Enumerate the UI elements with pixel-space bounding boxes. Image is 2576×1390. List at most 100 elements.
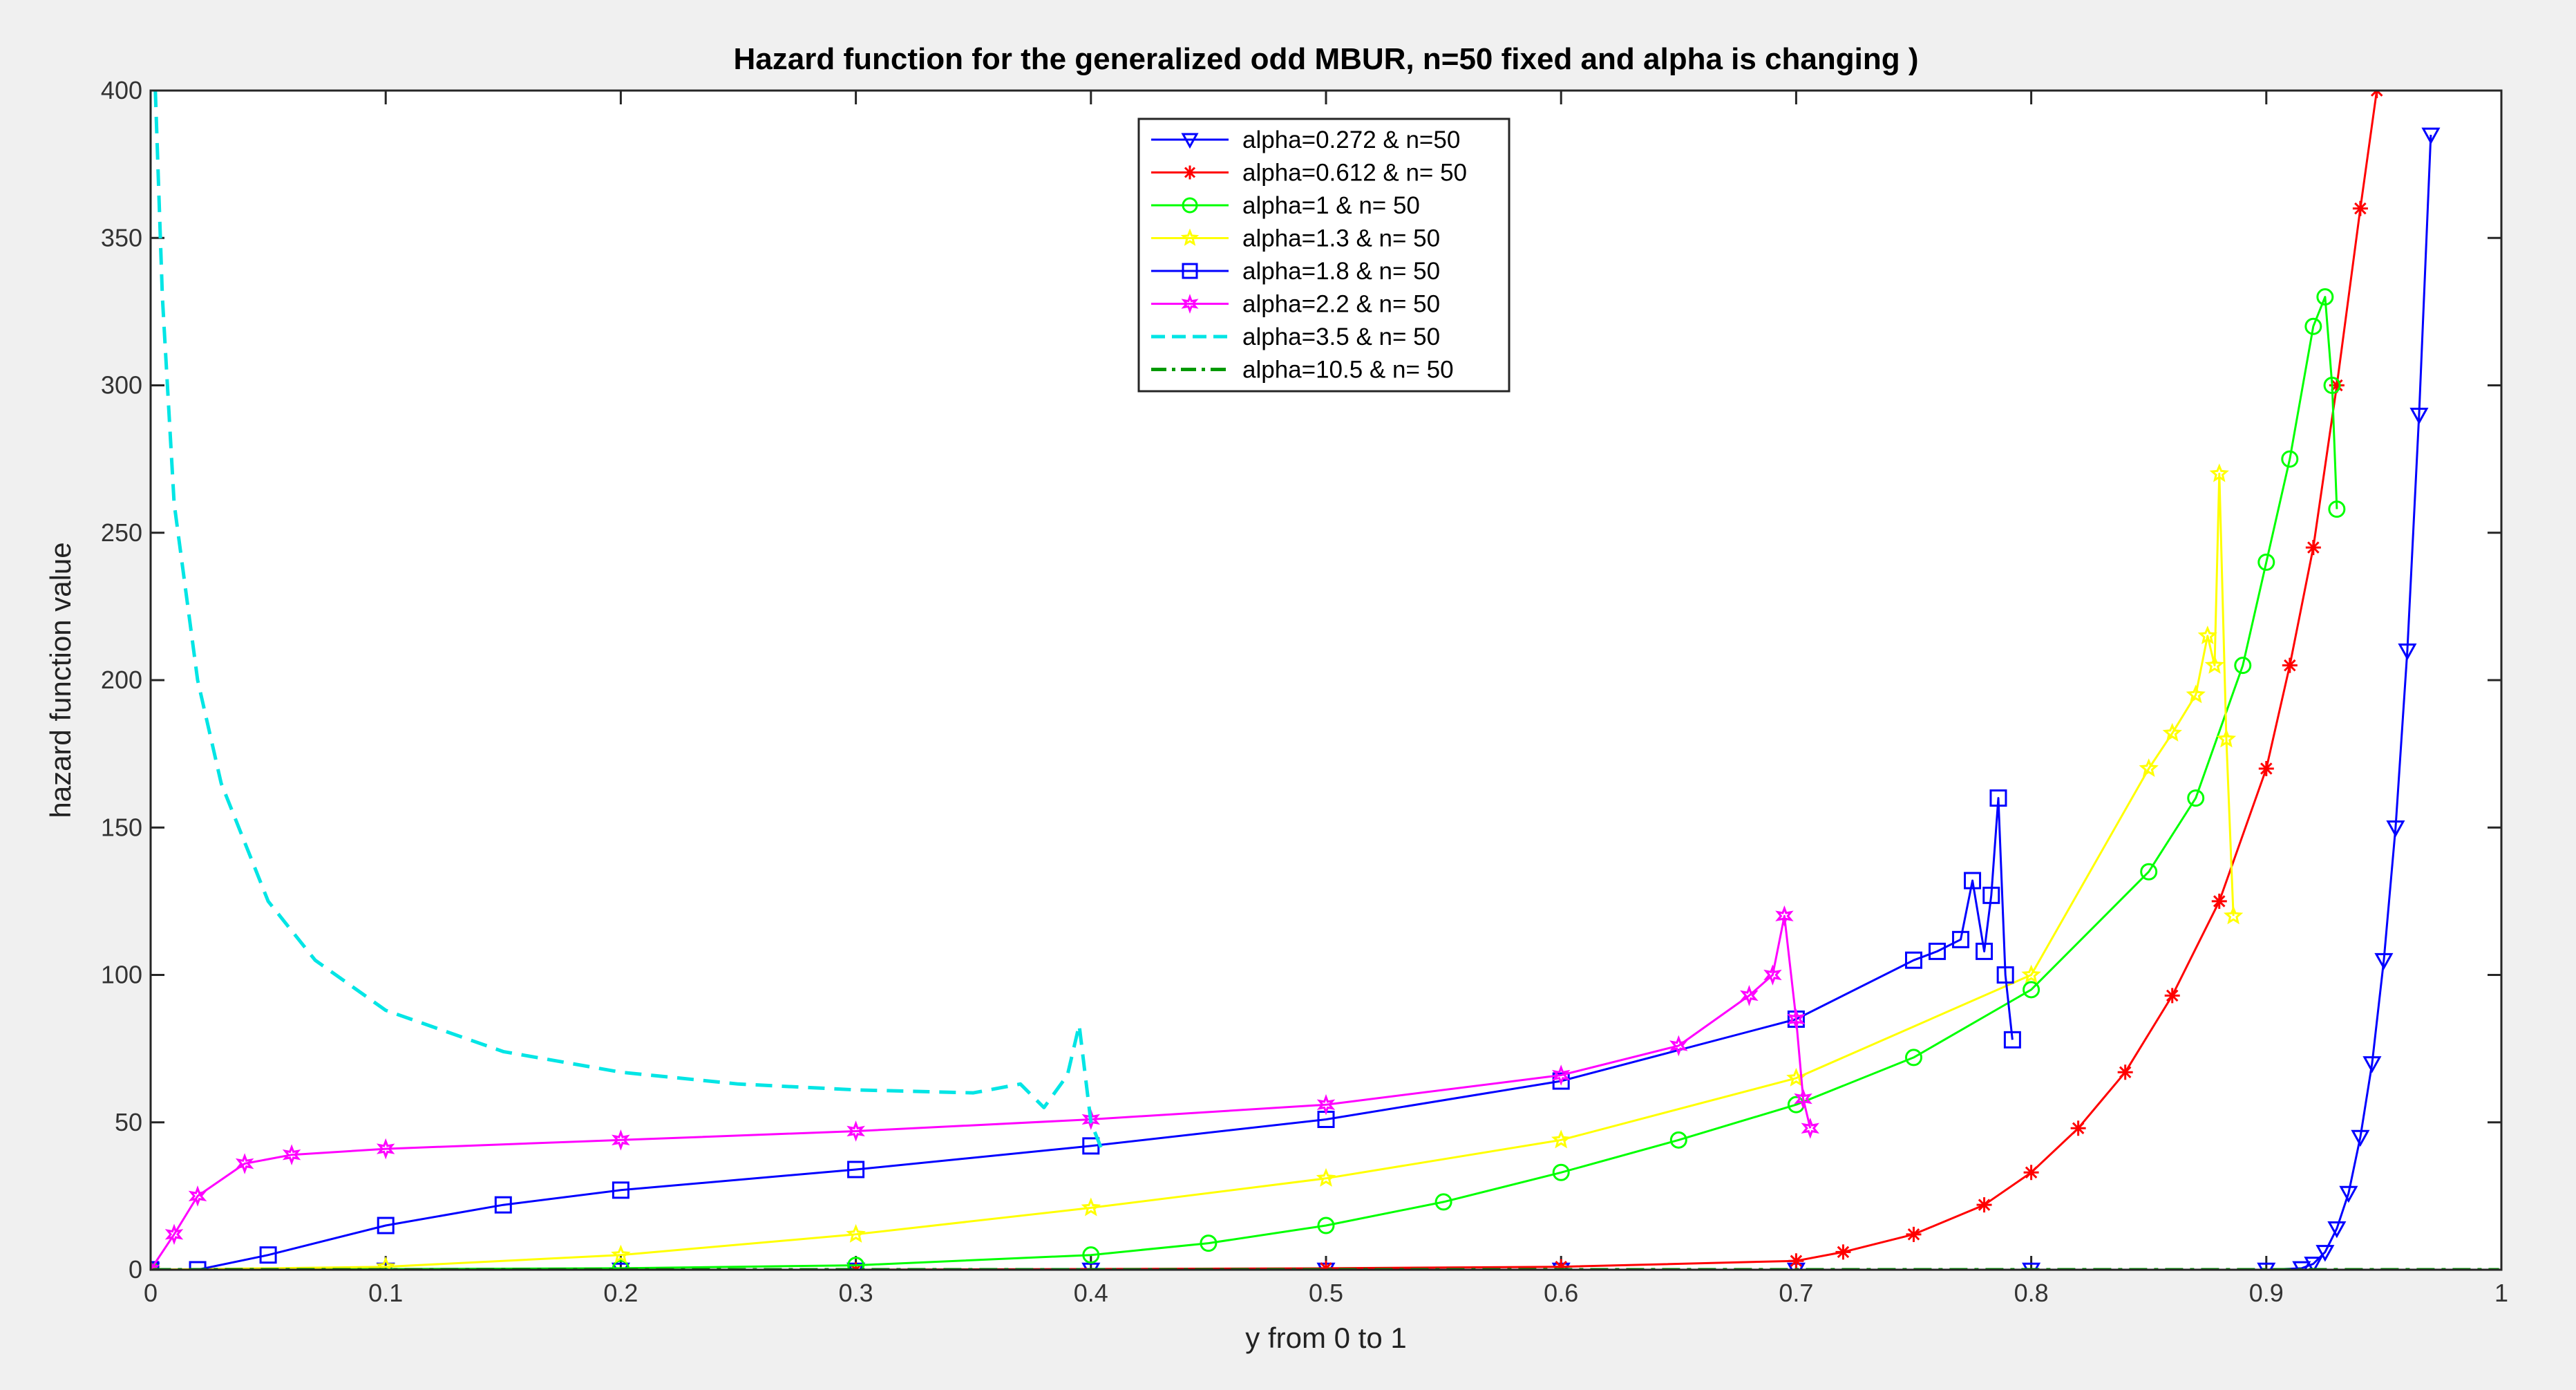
data-point xyxy=(1316,1093,1336,1116)
series-line xyxy=(151,296,2338,1270)
legend-entry: alpha=2.2 & n= 50 xyxy=(1151,291,1440,318)
data-point xyxy=(377,1217,395,1234)
data-point xyxy=(2023,1165,2039,1181)
x-axis-label: y from 0 to 1 xyxy=(1245,1322,1406,1354)
data-point xyxy=(1316,1167,1336,1187)
data-point xyxy=(1996,966,2014,984)
data-point xyxy=(1551,1064,1571,1086)
x-tick-label: 0.2 xyxy=(603,1279,638,1307)
data-point xyxy=(1553,1259,1569,1270)
data-point xyxy=(2327,1221,2347,1239)
x-tick-label: 0.5 xyxy=(1309,1279,1343,1307)
data-point xyxy=(846,1120,865,1142)
chart-title: Hazard function for the generalized odd … xyxy=(734,42,1919,76)
data-point xyxy=(2234,657,2252,675)
data-point xyxy=(2023,981,2040,999)
data-point xyxy=(1801,1118,1820,1139)
data-point xyxy=(1081,1109,1101,1130)
series-line xyxy=(153,91,1105,1153)
data-point xyxy=(2187,789,2205,807)
data-point xyxy=(1905,1049,1922,1067)
y-axis-label: hazard function value xyxy=(44,542,77,818)
data-point xyxy=(2204,655,2225,674)
data-point xyxy=(1082,1246,1100,1264)
data-point xyxy=(2362,1056,2382,1073)
data-point xyxy=(847,1161,865,1178)
data-point xyxy=(376,1262,395,1270)
data-point xyxy=(2216,729,2237,748)
data-point xyxy=(2022,1262,2041,1270)
series-3 xyxy=(151,288,2346,1270)
data-point xyxy=(1906,1226,1922,1242)
legend-label: alpha=10.5 & n= 50 xyxy=(1242,357,1454,384)
data-point xyxy=(847,1257,865,1270)
data-point xyxy=(282,1144,301,1165)
legend-entry: alpha=1 & n= 50 xyxy=(1151,192,1420,219)
data-point xyxy=(259,1246,277,1264)
data-point xyxy=(2209,463,2229,482)
data-point xyxy=(1787,1008,1806,1030)
legend-entry: alpha=3.5 & n= 50 xyxy=(1151,323,1440,350)
plot-frame xyxy=(149,89,2503,1271)
data-point xyxy=(2223,905,2244,925)
data-point xyxy=(1182,263,1198,279)
legend-label: alpha=2.2 & n= 50 xyxy=(1242,291,1440,318)
data-point xyxy=(1989,789,2007,807)
data-point xyxy=(1181,294,1199,314)
legend-box xyxy=(1137,118,1510,393)
data-point xyxy=(1081,1262,1101,1270)
data-point xyxy=(2323,377,2341,394)
data-point xyxy=(1964,872,1982,890)
legend-label: alpha=1.3 & n= 50 xyxy=(1242,225,1440,252)
data-point xyxy=(188,1185,207,1207)
data-point xyxy=(1551,1129,1571,1149)
x-tick-label: 1 xyxy=(2494,1279,2508,1307)
y-tick-label: 350 xyxy=(101,223,142,252)
y-tick-label: 0 xyxy=(129,1255,142,1284)
legend-label: alpha=1 & n= 50 xyxy=(1242,192,1420,219)
data-point xyxy=(2258,760,2274,776)
series-5 xyxy=(151,789,2021,1270)
series-layer xyxy=(151,91,2499,1270)
x-tick-label: 0 xyxy=(144,1279,158,1307)
data-point xyxy=(1180,228,1200,246)
data-point xyxy=(1081,1197,1101,1217)
data-point xyxy=(1905,951,1922,969)
data-point xyxy=(1976,1197,1992,1213)
data-point xyxy=(2352,200,2368,216)
data-point xyxy=(189,1261,207,1270)
data-point xyxy=(1669,1035,1688,1057)
series-line xyxy=(151,472,2235,1270)
data-point xyxy=(1982,886,2000,904)
data-point xyxy=(2021,964,2041,984)
data-point xyxy=(2315,1245,2335,1262)
data-point xyxy=(2197,626,2217,645)
data-point xyxy=(1200,1234,1218,1252)
data-point xyxy=(1929,942,1947,960)
data-point xyxy=(2003,1031,2021,1049)
data-point xyxy=(1434,1193,1452,1211)
x-tick-label: 0.9 xyxy=(2249,1279,2284,1307)
data-point xyxy=(611,1244,631,1264)
data-point xyxy=(2162,722,2182,742)
x-tick-label: 0.3 xyxy=(839,1279,873,1307)
data-point xyxy=(1763,964,1782,986)
x-tick-label: 0.7 xyxy=(1779,1279,1813,1307)
y-tick-label: 50 xyxy=(115,1108,142,1136)
y-tick-label: 400 xyxy=(101,76,142,104)
data-point xyxy=(2374,952,2394,970)
data-point xyxy=(164,1223,184,1246)
legend-entry: alpha=1.8 & n= 50 xyxy=(1151,258,1440,285)
series-line xyxy=(151,914,1812,1270)
series-2 xyxy=(151,91,2385,1270)
data-point xyxy=(2140,863,2158,881)
data-point xyxy=(2409,407,2429,425)
data-point xyxy=(494,1196,512,1214)
data-point xyxy=(1182,197,1198,214)
data-point xyxy=(1669,1131,1687,1149)
data-point xyxy=(2282,657,2298,673)
data-point xyxy=(2328,500,2346,518)
axis-ticks: 0 0.1 0.2 0.3 0.4 0.5 0.6 0.7 0.8 0.9 1 0 50 100 150 20… xyxy=(101,76,2508,1307)
data-point xyxy=(2351,1129,2370,1147)
y-tick-label: 300 xyxy=(101,371,142,400)
